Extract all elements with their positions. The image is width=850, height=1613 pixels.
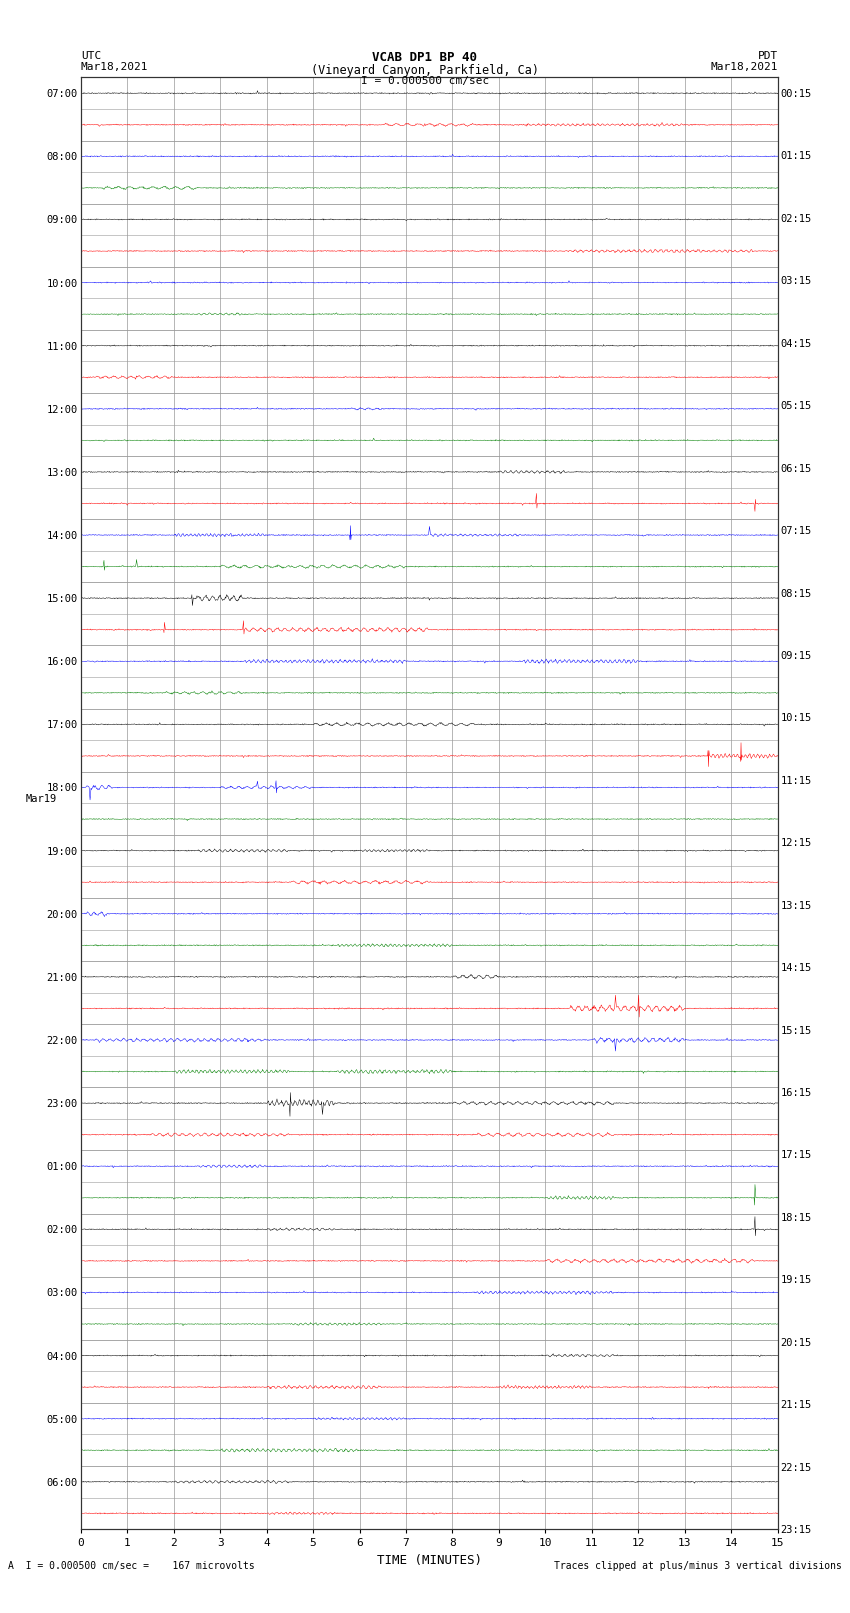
Text: UTC: UTC [81, 50, 101, 61]
Text: Mar18,2021: Mar18,2021 [711, 63, 778, 73]
Text: I = 0.000500 cm/sec: I = 0.000500 cm/sec [361, 76, 489, 85]
Text: Mar18,2021: Mar18,2021 [81, 63, 148, 73]
Text: VCAB DP1 BP 40: VCAB DP1 BP 40 [372, 50, 478, 65]
Text: (Vineyard Canyon, Parkfield, Ca): (Vineyard Canyon, Parkfield, Ca) [311, 65, 539, 77]
Text: Traces clipped at plus/minus 3 vertical divisions: Traces clipped at plus/minus 3 vertical … [553, 1561, 842, 1571]
Text: A  I = 0.000500 cm/sec =    167 microvolts: A I = 0.000500 cm/sec = 167 microvolts [8, 1561, 255, 1571]
Text: PDT: PDT [757, 50, 778, 61]
X-axis label: TIME (MINUTES): TIME (MINUTES) [377, 1553, 482, 1566]
Text: Mar19: Mar19 [26, 795, 57, 805]
